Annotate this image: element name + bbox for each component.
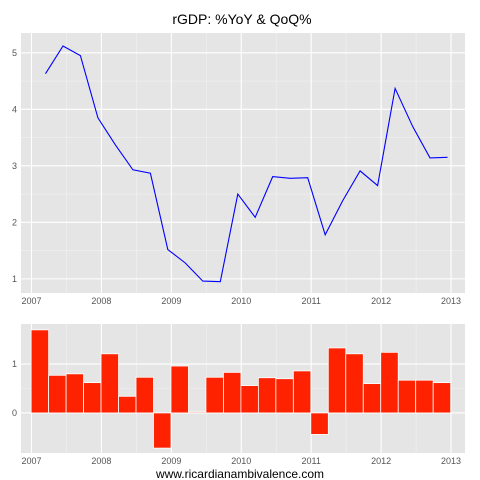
bottom-x-tick-label: 2007 — [21, 456, 41, 466]
qoq-bar — [362, 383, 382, 414]
qoq-bar — [275, 378, 294, 414]
top-x-tick-label: 2009 — [161, 296, 181, 306]
top-y-tick-label: 3 — [12, 161, 17, 171]
qoq-bar — [240, 385, 259, 414]
bottom-x-tick-label: 2013 — [441, 456, 461, 466]
top-x-tick-label: 2011 — [301, 296, 320, 306]
bottom-x-tick-label: 2012 — [371, 456, 391, 466]
bottom-y-tick-label: 0 — [12, 408, 17, 418]
qoq-bar — [65, 373, 84, 414]
footer-url: www.ricardianambivalence.com — [155, 467, 324, 480]
top-x-tick-label: 2010 — [231, 296, 251, 306]
qoq-bar — [415, 379, 434, 414]
qoq-bar — [153, 412, 172, 449]
bottom-x-tick-label: 2010 — [231, 456, 251, 466]
bottom-x-tick-label: 2009 — [161, 456, 181, 466]
qoq-bar — [397, 379, 417, 414]
top-x-tick-label: 2008 — [91, 296, 111, 306]
yoy-series-line — [45, 45, 448, 283]
qoq-bar — [100, 353, 119, 414]
qoq-bar — [310, 412, 329, 435]
bottom-x-tick-label: 2011 — [301, 456, 320, 466]
bottom-x-tick-label: 2008 — [91, 456, 111, 466]
bottom-panel: 01 2007 2008 2009 2010 2011 2012 2013 — [12, 324, 465, 466]
bottom-panel-y-ticks: 01 — [12, 359, 17, 418]
qoq-bar — [135, 376, 154, 414]
qoq-bar — [205, 376, 224, 414]
top-y-tick-label: 1 — [12, 274, 17, 284]
bottom-y-tick-label: 1 — [12, 359, 17, 369]
qoq-bar — [327, 347, 347, 414]
top-y-tick-label: 2 — [12, 217, 17, 227]
top-y-tick-label: 4 — [12, 104, 17, 114]
top-panel-background — [21, 33, 465, 293]
qoq-bar — [30, 329, 50, 414]
qoq-bar — [83, 382, 102, 414]
qoq-bar — [380, 351, 399, 414]
qoq-bars — [30, 329, 452, 449]
top-y-tick-label: 5 — [12, 48, 17, 58]
qoq-bar — [432, 382, 452, 414]
top-panel-y-ticks: 1 2 3 4 5 — [12, 48, 17, 284]
qoq-bar — [118, 395, 137, 414]
top-x-tick-label: 2012 — [371, 296, 391, 306]
qoq-bar — [170, 365, 189, 414]
top-panel: 1 2 3 4 5 2007 2008 2009 2010 2011 2012 2013 — [12, 33, 465, 306]
top-panel-x-ticks: 2007 2008 2009 2010 2011 2012 2013 — [21, 296, 461, 306]
top-x-tick-label: 2013 — [441, 296, 461, 306]
qoq-bar — [188, 411, 207, 414]
top-x-tick-label: 2007 — [21, 296, 41, 306]
qoq-bar — [345, 353, 364, 414]
bottom-panel-x-ticks: 2007 2008 2009 2010 2011 2012 2013 — [21, 456, 461, 466]
qoq-bar — [48, 374, 67, 414]
chart-title: rGDP: %YoY & QoQ% — [172, 11, 311, 27]
qoq-bar — [292, 370, 312, 414]
qoq-bar — [223, 371, 242, 414]
top-panel-grid — [21, 33, 465, 293]
qoq-bar — [257, 377, 277, 414]
